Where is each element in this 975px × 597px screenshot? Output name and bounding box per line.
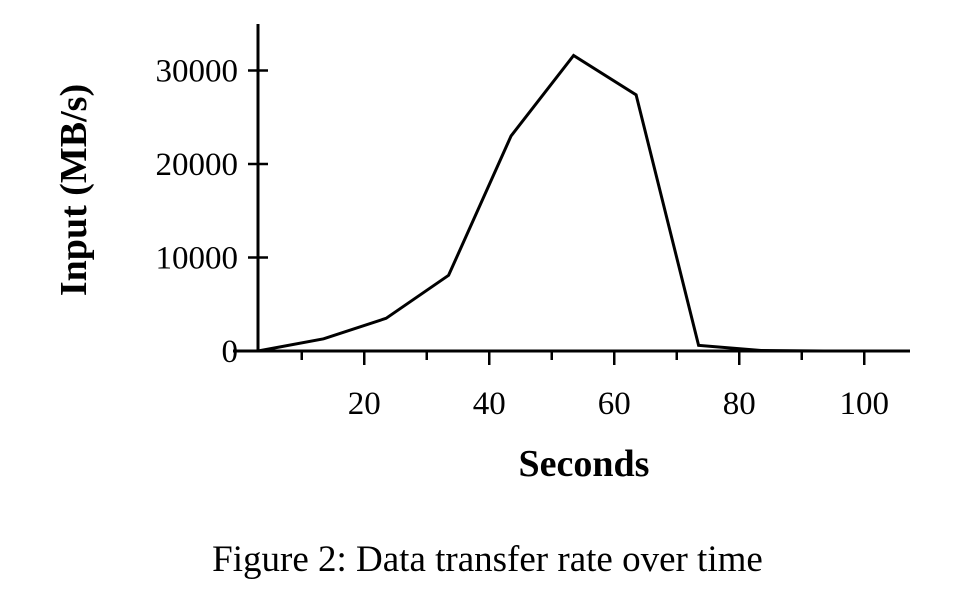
x-tick-label: 20 xyxy=(348,386,381,422)
y-tick-label: 30000 xyxy=(156,54,239,90)
x-tick-label: 100 xyxy=(840,386,890,422)
series xyxy=(257,53,887,353)
x-axis-title: Seconds xyxy=(519,443,650,485)
x-tick-label: 40 xyxy=(473,386,506,422)
y-tick-label: 0 xyxy=(222,334,239,370)
line-chart: 0 10000 20000 30000 20 40 60 80 100 Seconds Inpu… xyxy=(53,24,910,485)
axes xyxy=(233,24,910,353)
series-line xyxy=(257,53,887,353)
x-tick-label: 60 xyxy=(598,386,631,422)
x-tick-label: 80 xyxy=(723,386,756,422)
figure-caption: Figure 2: Data transfer rate over time xyxy=(212,539,763,580)
tick-labels: 0 10000 20000 30000 20 40 60 80 100 xyxy=(156,54,890,423)
ticks xyxy=(248,69,866,365)
y-tick-label: 10000 xyxy=(156,241,239,277)
y-tick-label: 20000 xyxy=(156,147,239,183)
y-axis-title: Input (MB/s) xyxy=(53,84,95,296)
